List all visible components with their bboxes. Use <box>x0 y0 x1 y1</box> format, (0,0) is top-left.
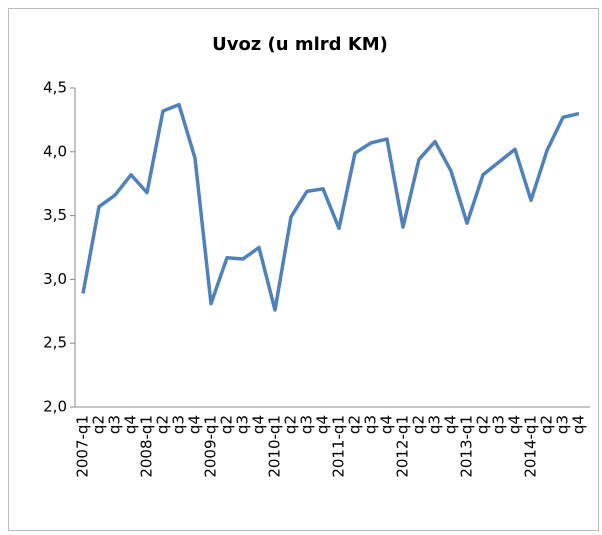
y-tick-label: 3,5 <box>43 206 67 224</box>
x-tick-label: q4 <box>442 415 460 434</box>
x-tick-label: q2 <box>410 415 428 434</box>
x-tick-label: 2007-q1 <box>74 415 92 478</box>
x-tick-label: q3 <box>298 415 316 434</box>
x-tick-label: q3 <box>490 415 508 434</box>
x-tick-label: q3 <box>554 415 572 434</box>
x-tick-label: q2 <box>282 415 300 434</box>
x-tick-label: q4 <box>186 415 204 434</box>
x-tick-label: q3 <box>170 415 188 434</box>
x-tick-label: 2010-q1 <box>266 415 284 478</box>
x-tick-label: q4 <box>570 415 588 434</box>
x-tick-label: q2 <box>154 415 172 434</box>
x-tick-label: 2012-q1 <box>394 415 412 478</box>
x-tick-label: q3 <box>362 415 380 434</box>
y-tick-label: 2,0 <box>43 398 67 416</box>
x-tick-label: q3 <box>106 415 124 434</box>
chart-title: Uvoz (u mlrd KM) <box>212 34 388 55</box>
x-tick-label: q2 <box>474 415 492 434</box>
x-tick-label: 2011-q1 <box>330 415 348 478</box>
y-tick-label: 2,5 <box>43 334 67 352</box>
x-tick-label: q4 <box>250 415 268 434</box>
y-tick-label: 4,0 <box>43 142 67 160</box>
x-tick-label: q4 <box>122 415 140 434</box>
y-tick-label: 4,5 <box>43 79 67 97</box>
x-tick-label: q4 <box>378 415 396 434</box>
x-tick-label: 2009-q1 <box>202 415 220 478</box>
y-tick-label: 3,0 <box>43 270 67 288</box>
x-tick-label: q2 <box>538 415 556 434</box>
x-tick-label: 2013-q1 <box>458 415 476 478</box>
x-tick-label: q3 <box>426 415 444 434</box>
x-tick-label: 2008-q1 <box>138 415 156 478</box>
x-tick-label: q2 <box>90 415 108 434</box>
x-tick-label: q2 <box>346 415 364 434</box>
x-tick-label: q4 <box>506 415 524 434</box>
chart-frame <box>8 8 599 531</box>
x-tick-label: q3 <box>234 415 252 434</box>
data-line <box>81 102 580 312</box>
x-tick-label: 2014-q1 <box>522 415 540 478</box>
x-tick-label: q2 <box>218 415 236 434</box>
x-tick-label: q4 <box>314 415 332 434</box>
